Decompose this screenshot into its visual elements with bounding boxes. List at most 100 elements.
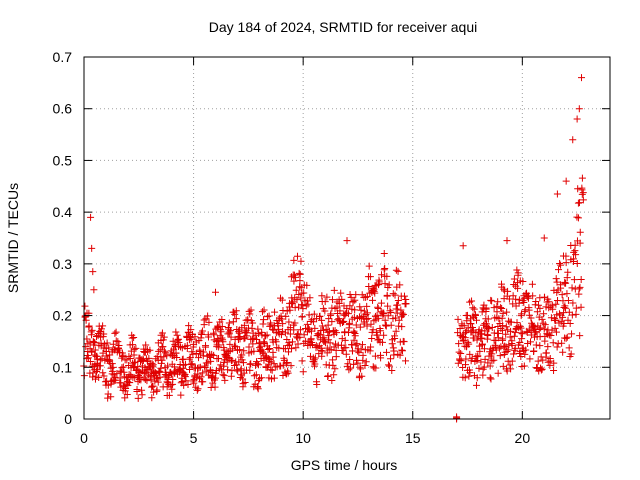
data-point bbox=[227, 327, 235, 335]
data-point bbox=[565, 344, 573, 352]
data-point bbox=[227, 333, 235, 341]
data-point bbox=[130, 345, 138, 353]
data-point bbox=[400, 310, 408, 318]
data-point bbox=[579, 189, 587, 197]
data-point bbox=[557, 261, 565, 269]
data-point bbox=[538, 315, 546, 323]
data-point bbox=[170, 363, 178, 371]
x-tick-label: 10 bbox=[295, 430, 311, 446]
data-point bbox=[303, 320, 311, 328]
data-point bbox=[383, 272, 391, 280]
y-tick-label: 0.1 bbox=[53, 359, 73, 375]
data-point bbox=[109, 340, 117, 348]
data-point bbox=[298, 301, 306, 309]
data-point bbox=[290, 326, 298, 334]
chart-title: Day 184 of 2024, SRMTID for receiver aqu… bbox=[209, 19, 477, 35]
data-point bbox=[338, 335, 346, 343]
data-point bbox=[377, 299, 385, 307]
data-point bbox=[225, 348, 233, 356]
data-point bbox=[228, 356, 236, 364]
data-point bbox=[201, 363, 209, 371]
data-point bbox=[400, 292, 408, 300]
data-point bbox=[296, 326, 304, 334]
data-point bbox=[381, 280, 389, 288]
data-point bbox=[250, 347, 258, 355]
data-point bbox=[318, 322, 326, 330]
data-point bbox=[473, 316, 481, 324]
data-point bbox=[347, 293, 355, 301]
data-point bbox=[145, 354, 153, 362]
data-point bbox=[132, 344, 140, 352]
data-point bbox=[397, 306, 405, 314]
data-point bbox=[354, 359, 362, 367]
data-point bbox=[215, 341, 223, 349]
data-point bbox=[219, 371, 227, 379]
data-point bbox=[392, 266, 400, 274]
data-point bbox=[488, 297, 496, 305]
data-point bbox=[156, 368, 164, 376]
data-point bbox=[516, 339, 524, 347]
data-point bbox=[100, 330, 108, 338]
data-point bbox=[366, 273, 374, 281]
data-point bbox=[572, 251, 580, 259]
data-point bbox=[311, 324, 319, 332]
data-point bbox=[493, 308, 501, 316]
data-point bbox=[295, 269, 303, 277]
data-point bbox=[578, 74, 586, 82]
data-point bbox=[487, 296, 495, 304]
data-point bbox=[380, 331, 388, 339]
data-point bbox=[293, 252, 301, 260]
data-point bbox=[210, 351, 218, 359]
data-point bbox=[494, 298, 502, 306]
data-point bbox=[380, 309, 388, 317]
data-point bbox=[328, 377, 336, 385]
data-point bbox=[338, 295, 346, 303]
data-point bbox=[334, 316, 342, 324]
data-point bbox=[531, 329, 539, 337]
data-point bbox=[265, 312, 273, 320]
data-point bbox=[217, 328, 225, 336]
data-point bbox=[298, 313, 306, 321]
data-point bbox=[101, 378, 109, 386]
data-point bbox=[218, 322, 226, 330]
data-point bbox=[258, 308, 266, 316]
data-point bbox=[476, 347, 484, 355]
data-point bbox=[373, 311, 381, 319]
data-point bbox=[536, 304, 544, 312]
data-point bbox=[357, 345, 365, 353]
data-point bbox=[344, 360, 352, 368]
data-point bbox=[362, 315, 370, 323]
data-point bbox=[540, 234, 548, 242]
data-point bbox=[195, 364, 203, 372]
data-point bbox=[330, 371, 338, 379]
data-point bbox=[343, 237, 351, 245]
data-point bbox=[540, 310, 548, 318]
data-point bbox=[296, 277, 304, 285]
data-point bbox=[88, 326, 96, 334]
data-point bbox=[488, 350, 496, 358]
data-point bbox=[402, 357, 410, 365]
data-point bbox=[240, 347, 248, 355]
data-point bbox=[336, 307, 344, 315]
data-point bbox=[331, 365, 339, 373]
data-point bbox=[221, 376, 229, 384]
data-point bbox=[227, 372, 235, 380]
data-point bbox=[306, 294, 314, 302]
data-point bbox=[391, 291, 399, 299]
data-point bbox=[277, 331, 285, 339]
data-point bbox=[364, 315, 372, 323]
data-point bbox=[175, 339, 183, 347]
data-point bbox=[358, 341, 366, 349]
data-point bbox=[169, 375, 177, 383]
data-point bbox=[253, 360, 261, 368]
data-point bbox=[249, 319, 257, 327]
data-point bbox=[352, 341, 360, 349]
data-point bbox=[338, 318, 346, 326]
data-point bbox=[392, 305, 400, 313]
data-point bbox=[384, 302, 392, 310]
data-point bbox=[304, 300, 312, 308]
data-point bbox=[247, 360, 255, 368]
data-point bbox=[309, 341, 317, 349]
data-point bbox=[365, 262, 373, 270]
y-tick-label: 0.5 bbox=[53, 152, 73, 168]
